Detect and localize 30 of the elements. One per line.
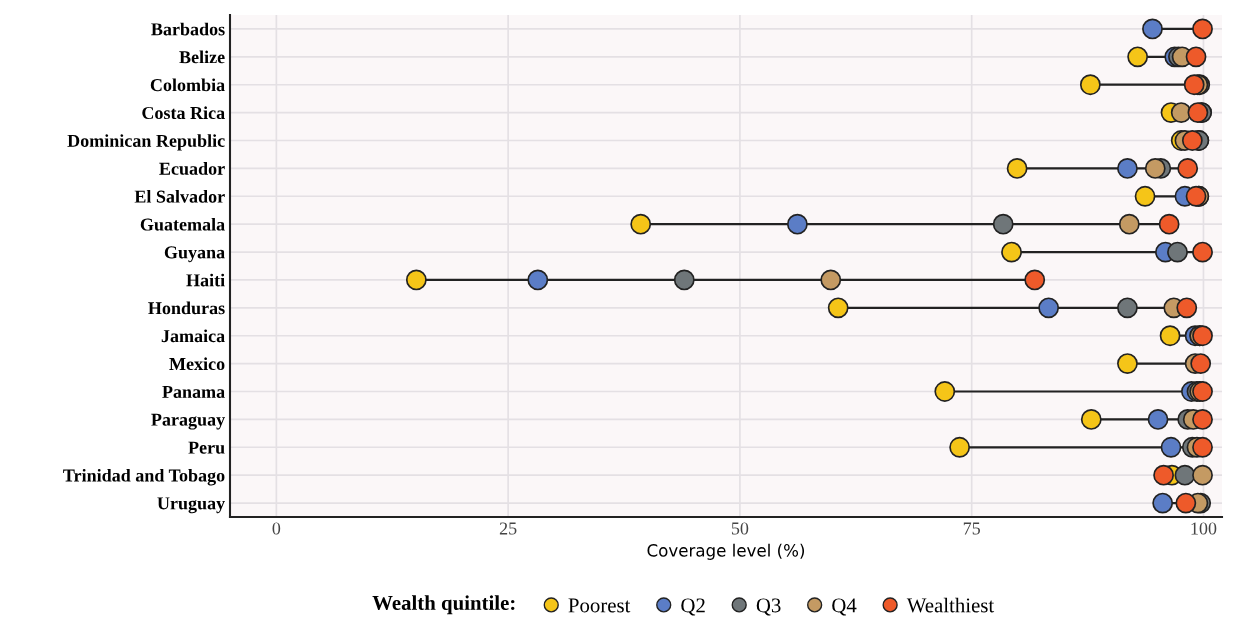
legend-label: Wealthiest: [906, 597, 995, 613]
y-tick-label: Belize: [179, 50, 225, 64]
y-tick-label: Colombia: [150, 78, 225, 92]
legend-label: Q2: [681, 598, 705, 616]
y-tick-label: Guatemala: [140, 217, 225, 231]
y-tick-label: Panama: [162, 385, 225, 398]
legend-label: Q3: [756, 598, 781, 616]
y-tick-label: Jamaica: [161, 329, 225, 343]
y-tick-label: Costa Rica: [142, 106, 225, 120]
x-tick-label: 0: [272, 522, 281, 535]
y-tick-label: Trinidad and Tobago: [63, 468, 225, 486]
legend-title: Wealth quintile:: [372, 595, 515, 615]
y-tick-label: Ecuador: [159, 162, 225, 175]
x-tick-label: 50: [731, 522, 749, 535]
y-tick-label: Uruguay: [157, 497, 225, 514]
x-axis-title: Coverage level (%): [647, 543, 805, 560]
y-tick-label: Haiti: [186, 273, 225, 287]
y-tick-label: Mexico: [169, 357, 225, 371]
y-tick-label: Barbados: [151, 22, 225, 36]
legend-label: Poorest: [568, 598, 631, 613]
y-tick-label: Guyana: [164, 246, 225, 263]
y-tick-label: Peru: [188, 441, 225, 454]
y-tick-label: Honduras: [148, 301, 225, 315]
y-tick-label: Dominican Republic: [67, 134, 225, 151]
y-tick-label: Paraguay: [151, 413, 225, 430]
x-tick-label: 100: [1191, 522, 1217, 535]
x-tick-label: 25: [499, 522, 517, 535]
x-tick-label: 75: [963, 522, 980, 535]
y-tick-label: El Salvador: [134, 190, 225, 203]
legend-label: Q4: [832, 598, 857, 616]
